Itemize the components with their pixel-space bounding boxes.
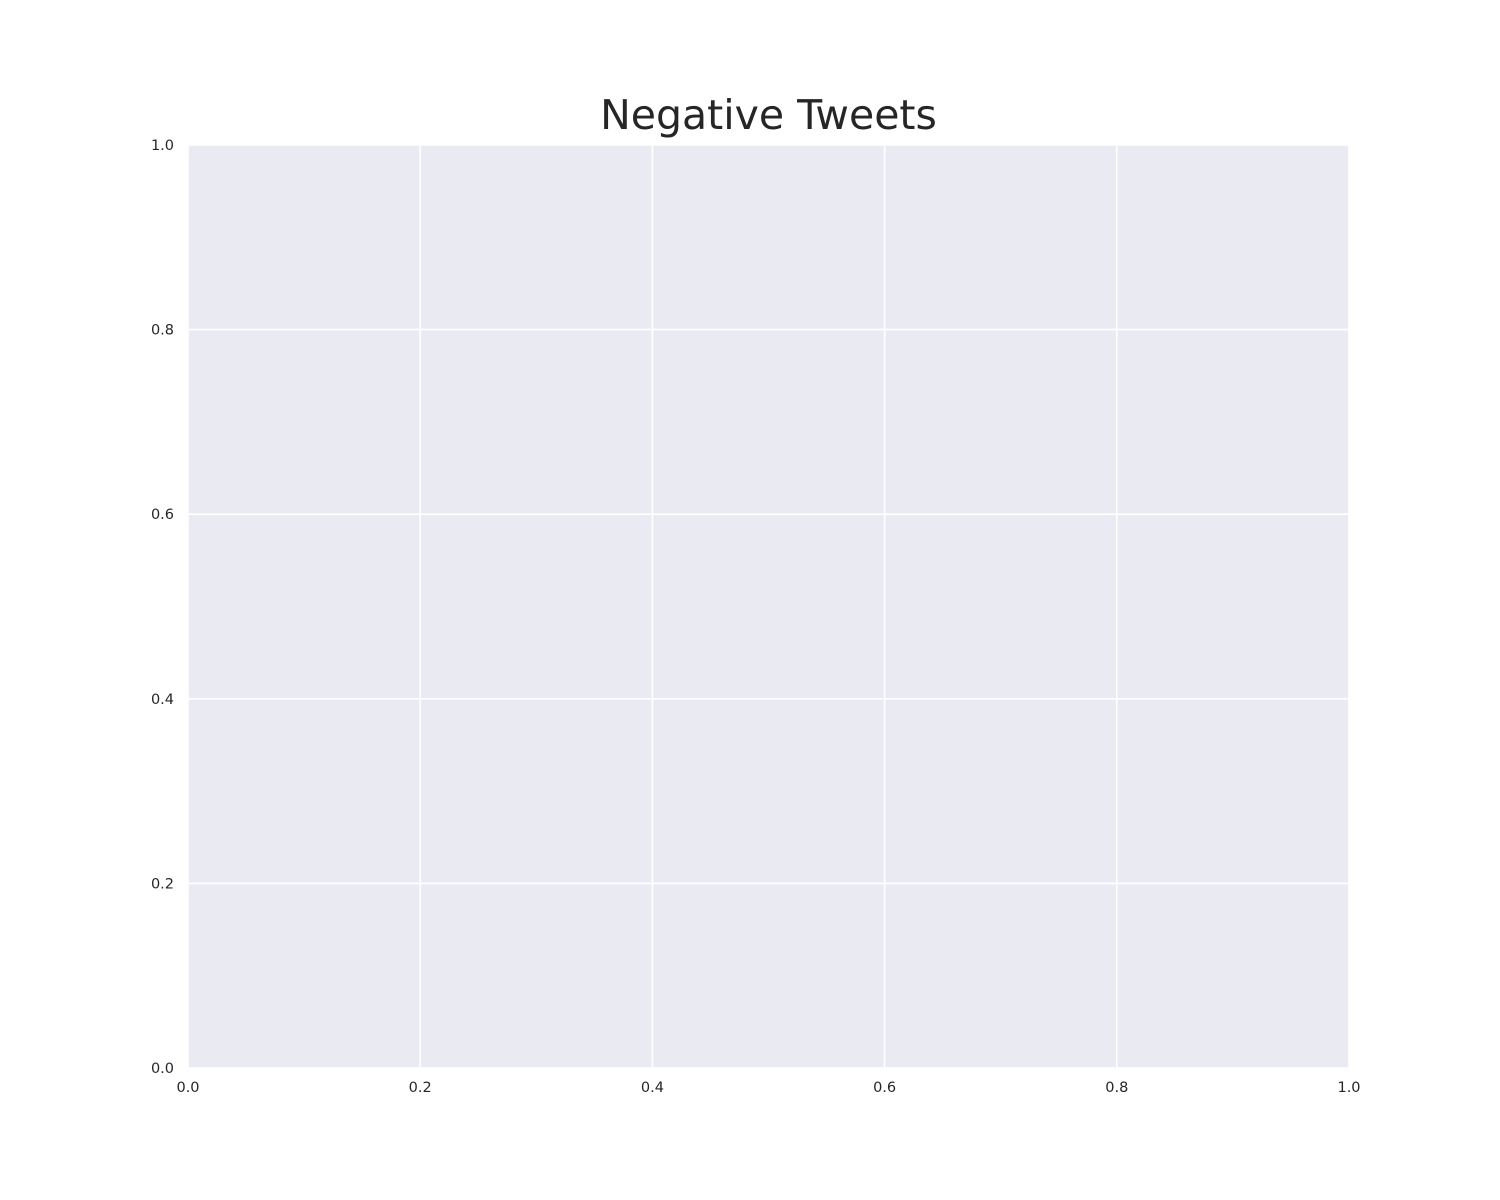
x-tick-label: 0.0 (176, 1080, 199, 1096)
y-tick-label: 0.2 (151, 876, 174, 892)
x-tick-label: 0.4 (641, 1080, 664, 1096)
x-axis-ticks: 0.0 0.2 0.4 0.6 0.8 1.0 (176, 1080, 1360, 1096)
y-tick-label: 0.4 (151, 692, 174, 708)
y-tick-label: 1.0 (151, 138, 174, 154)
y-tick-label: 0.6 (151, 507, 174, 523)
x-tick-label: 0.2 (409, 1080, 432, 1096)
y-tick-label: 0.8 (151, 323, 174, 339)
x-tick-label: 0.8 (1105, 1080, 1128, 1096)
grid-lines (187, 144, 1350, 1069)
y-axis-ticks: 0.0 0.2 0.4 0.6 0.8 1.0 (151, 138, 174, 1077)
x-tick-label: 1.0 (1337, 1080, 1360, 1096)
plot-area (188, 145, 1349, 1068)
x-tick-label: 0.6 (873, 1080, 896, 1096)
chart-title: Negative Tweets (600, 91, 937, 139)
y-tick-label: 0.0 (151, 1061, 174, 1077)
